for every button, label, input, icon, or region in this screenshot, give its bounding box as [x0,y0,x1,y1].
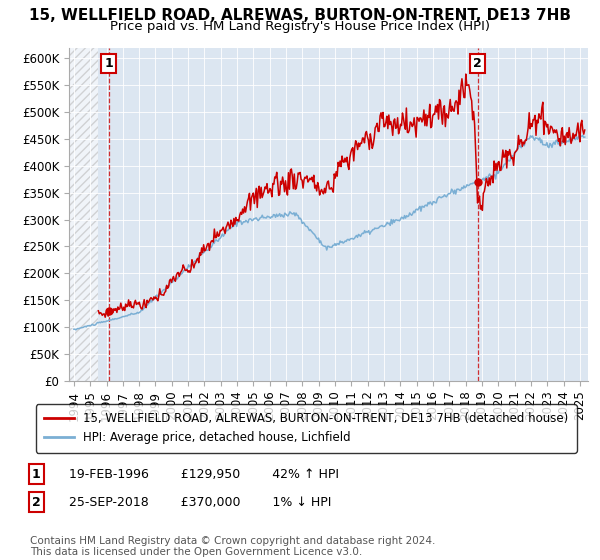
Text: 1: 1 [104,57,113,70]
Text: 25-SEP-2018        £370,000        1% ↓ HPI: 25-SEP-2018 £370,000 1% ↓ HPI [69,496,331,508]
Text: 19-FEB-1996        £129,950        42% ↑ HPI: 19-FEB-1996 £129,950 42% ↑ HPI [69,468,339,480]
Text: Contains HM Land Registry data © Crown copyright and database right 2024.
This d: Contains HM Land Registry data © Crown c… [30,535,436,557]
Text: 2: 2 [32,496,40,508]
Bar [69,48,98,381]
Text: Price paid vs. HM Land Registry's House Price Index (HPI): Price paid vs. HM Land Registry's House … [110,20,490,33]
Text: 1: 1 [32,468,40,480]
Legend: 15, WELLFIELD ROAD, ALREWAS, BURTON-ON-TRENT, DE13 7HB (detached house), HPI: Av: 15, WELLFIELD ROAD, ALREWAS, BURTON-ON-T… [36,404,577,452]
Text: 15, WELLFIELD ROAD, ALREWAS, BURTON-ON-TRENT, DE13 7HB: 15, WELLFIELD ROAD, ALREWAS, BURTON-ON-T… [29,8,571,24]
Text: 2: 2 [473,57,482,70]
